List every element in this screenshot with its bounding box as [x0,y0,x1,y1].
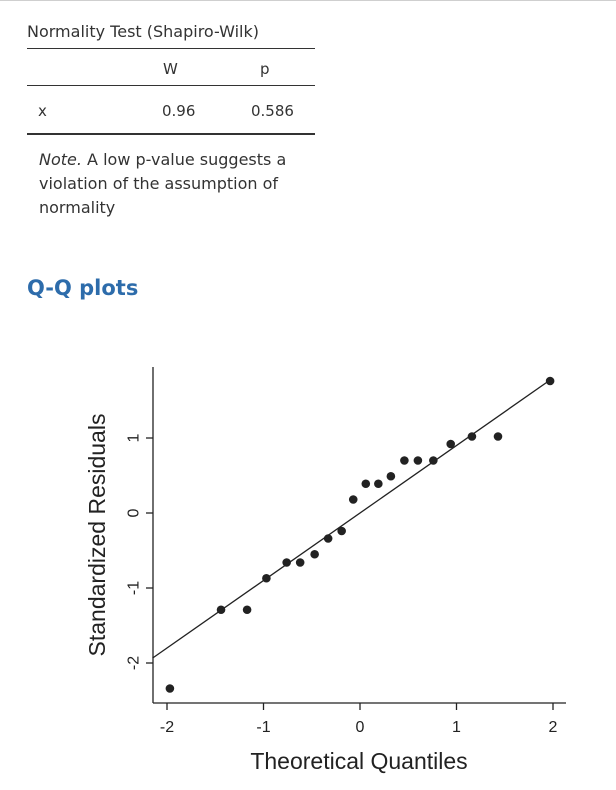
y-tick-label: 0 [126,508,143,517]
table-title: Normality Test (Shapiro-Wilk) [27,22,260,41]
data-point [446,439,456,449]
column-header-w: W [163,60,178,78]
data-point [310,549,319,559]
note-text: A low p-value suggests a violation of th… [39,150,287,217]
data-point [467,432,477,441]
data-point [545,376,555,386]
data-point [165,684,175,693]
x-tick-label: -1 [256,719,270,736]
row-label: x [38,102,47,120]
table-header-bottom-rule [27,85,315,86]
y-ticks: -2 -1 0 1 [126,433,153,670]
note-label: Note. [39,150,82,169]
x-ticks: -2 -1 0 1 2 [160,703,558,736]
y-axis-title: Standardized Residuals [84,414,110,657]
data-point [216,605,226,615]
x-tick-label: 0 [356,719,365,736]
x-tick-label: -2 [160,719,174,736]
cell-w-value: 0.96 [162,102,196,120]
cell-p-value: 0.586 [251,102,294,120]
table-bottom-rule [27,133,315,135]
y-tick-label: -1 [126,581,143,595]
data-point [374,479,383,489]
section-heading: Q-Q plots [27,276,139,300]
y-tick-label: -2 [126,656,143,670]
data-point [361,479,371,489]
data-point [282,558,291,567]
data-point [337,526,346,536]
x-axis-title: Theoretical Quantiles [250,748,467,774]
data-point [386,471,396,481]
data-point [323,534,333,543]
x-tick-label: 1 [452,719,461,736]
data-point [413,456,423,465]
data-point [262,573,271,583]
data-points [165,376,555,693]
data-point [400,456,409,465]
x-tick-label: 2 [549,719,558,736]
table-note: Note. A low p-value suggests a violation… [39,148,309,220]
table-header-top-rule [27,48,315,49]
data-point [429,456,438,465]
data-point [295,558,305,567]
data-point [348,495,358,504]
top-divider [0,0,616,1]
data-point [493,432,503,441]
column-header-p: p [260,60,270,78]
data-point [242,605,252,615]
reference-line [152,380,549,659]
y-tick-label: 1 [126,433,143,442]
